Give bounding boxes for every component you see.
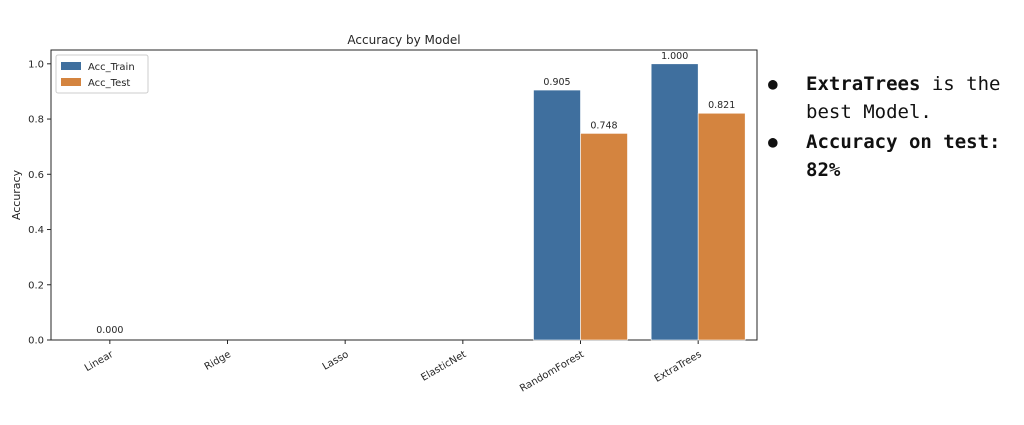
data-label-test: 0.748 <box>590 120 617 131</box>
y-tick-label: 0.2 <box>28 280 44 291</box>
y-tick-label: 1.0 <box>28 59 44 70</box>
bullet-icon: ● <box>768 132 778 151</box>
note-bold-text: Accuracy on test: 82% <box>806 131 1001 181</box>
y-tick-label: 0.8 <box>28 115 44 126</box>
legend-label: Acc_Test <box>88 78 130 89</box>
data-label: 0.000 <box>96 325 123 336</box>
x-tick-label: ElasticNet <box>419 349 468 384</box>
y-tick-label: 0.6 <box>28 170 44 181</box>
y-axis-label: Accuracy <box>10 169 23 220</box>
bar-acc-train <box>533 89 581 341</box>
x-tick-label: Lasso <box>321 349 351 373</box>
chart-area: Accuracy by Model Accuracy 0.0 0.2 0.4 0.6 0.8… <box>10 33 758 395</box>
chart-title: Accuracy by Model <box>347 33 460 47</box>
bar-acc-test <box>580 133 628 341</box>
note-item-accuracy: ● Accuracy on test: 82% <box>768 128 1018 184</box>
legend-swatch <box>61 62 81 70</box>
bar-acc-test <box>697 112 746 341</box>
plot-frame <box>50 49 758 341</box>
x-tick-label: RandomForest <box>518 349 586 395</box>
notes-list: ● ExtraTrees is the best Model. ● Accura… <box>768 70 1018 186</box>
bar-acc-train <box>650 63 699 341</box>
note-text: is the best Model. <box>806 73 1001 123</box>
y-tick-label: 0.0 <box>28 336 44 347</box>
data-label-train: 1.000 <box>661 51 688 62</box>
bullet-icon: ● <box>768 74 778 93</box>
x-tick-label: ExtraTrees <box>653 349 704 385</box>
data-label-test: 0.821 <box>708 100 735 111</box>
legend-swatch <box>61 78 81 86</box>
accuracy-bar-chart: Accuracy by Model Accuracy 0.0 0.2 0.4 0.6 0.8… <box>10 33 758 395</box>
y-tick-label: 0.4 <box>28 225 44 236</box>
x-tick-label: Ridge <box>203 349 233 373</box>
legend-label: Acc_Train <box>88 62 135 73</box>
data-label-train: 0.905 <box>543 77 570 88</box>
note-item-best-model: ● ExtraTrees is the best Model. <box>768 70 1018 126</box>
x-tick-label: Linear <box>83 349 116 375</box>
note-bold-text: ExtraTrees <box>806 73 921 95</box>
